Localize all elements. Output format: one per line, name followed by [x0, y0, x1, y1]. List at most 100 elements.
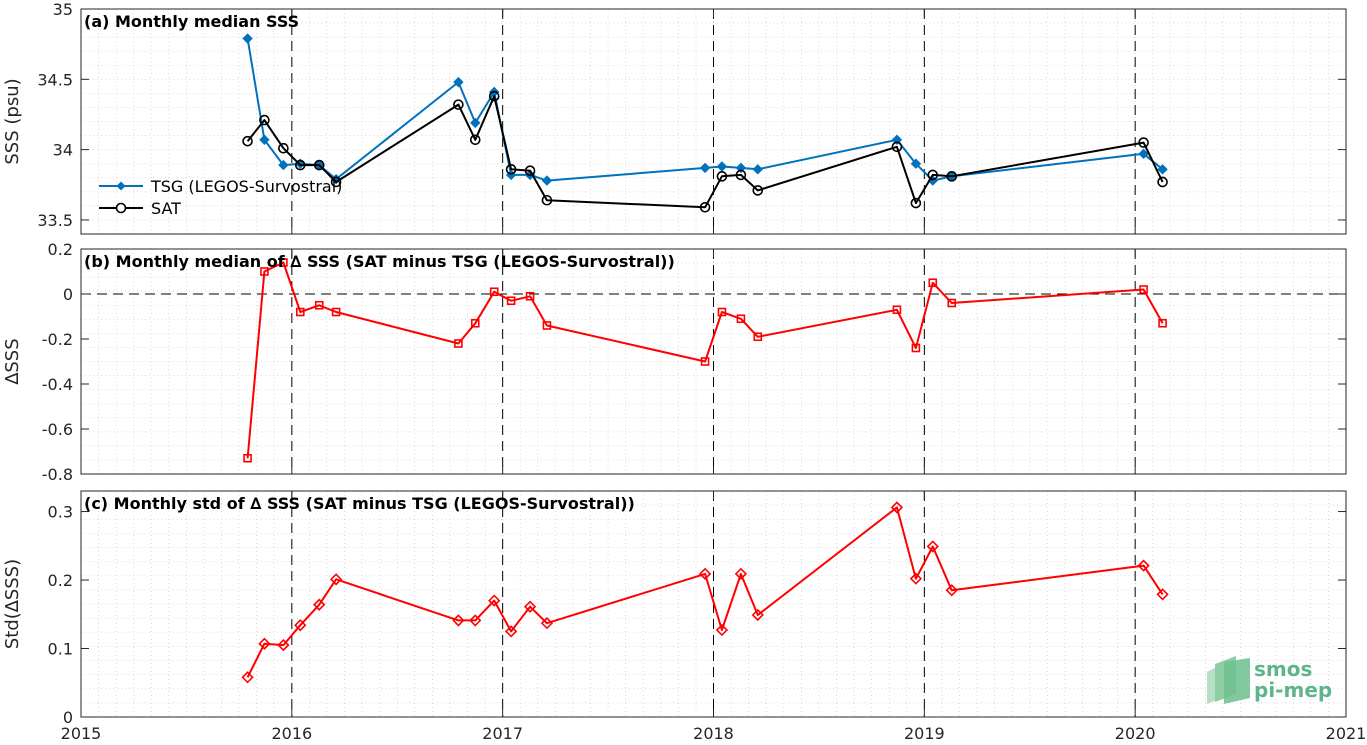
data-point: [488, 594, 501, 607]
data-point: [331, 307, 341, 317]
data-point: [1158, 318, 1167, 328]
y-axis-label: ∆SSS: [2, 338, 23, 385]
data-point: [504, 625, 518, 638]
y-tick-label: 0.3: [48, 503, 73, 522]
data-point: [890, 501, 904, 514]
x-tick-label: 2020: [1115, 724, 1156, 743]
data-point: [910, 158, 922, 169]
smos-pi-mep-logo: smos pi-mep: [1207, 656, 1332, 704]
series-delta-1: [243, 258, 1167, 463]
data-point: [716, 171, 728, 182]
data-point: [891, 141, 903, 153]
data-point: [717, 307, 727, 317]
data-point: [1137, 559, 1150, 572]
legend-label: TSG (LEGOS-Survostral): [150, 177, 342, 196]
series-line: [246, 38, 1164, 182]
data-point: [735, 169, 747, 181]
data-point: [260, 267, 269, 276]
y-tick-label: -0.6: [42, 420, 73, 439]
data-point: [524, 165, 536, 177]
data-point: [313, 598, 326, 611]
x-axis-ticks: 2015 2016 2017 2018 2019 2020 2021: [61, 724, 1367, 743]
data-point: [329, 573, 343, 586]
x-tick-label: 2016: [271, 724, 312, 743]
y-tick-label: -0.8: [42, 465, 73, 484]
y-tick-label: 34: [53, 141, 73, 160]
series-delta-2: [241, 501, 1169, 684]
series-sat: [242, 90, 1168, 213]
data-point: [470, 318, 480, 328]
data-point: [947, 298, 957, 308]
y-tick-label: 35: [53, 0, 73, 19]
data-point: [278, 159, 289, 171]
data-point: [259, 134, 270, 145]
data-point: [242, 135, 253, 147]
data-point: [540, 617, 554, 630]
y-tick-label: -0.4: [42, 375, 73, 394]
data-point: [469, 134, 481, 146]
panel-c: 0 0.1 0.2 0.3 Std(∆SSS) (c) Monthly std of ∆ …: [2, 490, 1347, 727]
data-point: [734, 567, 748, 580]
legend-label: SAT: [151, 199, 181, 218]
data-point: [751, 608, 764, 622]
data-point: [454, 339, 463, 348]
y-tick-label: 0: [63, 708, 73, 727]
panel-b: -0.8 -0.6 -0.4 -0.2 0 0.2 ∆SSS (b) Monthly medi…: [2, 240, 1347, 484]
data-point: [928, 278, 938, 288]
data-point: [736, 314, 746, 324]
data-point: [314, 300, 324, 310]
data-point: [452, 614, 465, 627]
data-point: [259, 114, 270, 126]
data-point: [753, 332, 763, 342]
data-point: [892, 305, 902, 315]
legend: TSG (LEGOS-Survostral) SAT: [99, 177, 342, 218]
data-point: [700, 357, 710, 366]
data-point: [470, 117, 481, 129]
y-axis-label: Std(∆SSS): [2, 559, 23, 649]
data-point: [698, 567, 712, 580]
data-point: [1138, 137, 1149, 148]
data-point: [258, 637, 271, 650]
panel-title: (b) Monthly median of ∆ SSS (SAT minus T…: [84, 252, 675, 271]
x-tick-label: 2018: [693, 724, 734, 743]
panel-title: (a) Monthly median SSS: [84, 12, 299, 31]
data-point: [243, 453, 252, 463]
data-point: [453, 99, 464, 110]
y-tick-label: -0.2: [42, 330, 73, 349]
data-point: [752, 185, 764, 196]
x-tick-label: 2021: [1326, 724, 1367, 743]
legend-marker: [115, 202, 127, 214]
data-point: [541, 175, 553, 186]
data-point: [715, 623, 729, 637]
data-point: [294, 619, 307, 632]
data-point: [525, 291, 535, 301]
series-line: [246, 261, 1164, 459]
data-point: [506, 296, 516, 306]
logo-text-smos: smos: [1254, 657, 1312, 681]
data-point: [927, 169, 939, 181]
y-axis-label: SSS (psu): [2, 78, 23, 164]
data-point: [489, 287, 499, 297]
data-point: [1138, 148, 1149, 160]
data-point: [469, 614, 482, 627]
x-tick-label: 2017: [482, 724, 523, 743]
data-point: [911, 343, 921, 353]
x-tick-label: 2019: [904, 724, 945, 743]
data-point: [699, 162, 711, 174]
y-tick-label: 34.5: [37, 70, 73, 89]
y-tick-label: 0.1: [48, 640, 73, 659]
data-point: [505, 164, 517, 175]
x-tick-label: 2015: [61, 724, 102, 743]
data-point: [909, 572, 923, 585]
data-point: [330, 176, 342, 188]
data-point: [699, 201, 711, 213]
data-point: [241, 671, 254, 684]
y-tick-label: 33.5: [37, 211, 73, 230]
data-point: [926, 540, 939, 553]
data-point: [279, 258, 288, 267]
panel-title: (c) Monthly std of ∆ SSS (SAT minus TSG …: [84, 494, 635, 513]
data-point: [541, 194, 553, 206]
data-point: [295, 307, 305, 317]
panel-a: 33.5 34 34.5 35 SSS (psu) (a) Monthly median …: [2, 0, 1347, 235]
data-point: [278, 142, 289, 154]
